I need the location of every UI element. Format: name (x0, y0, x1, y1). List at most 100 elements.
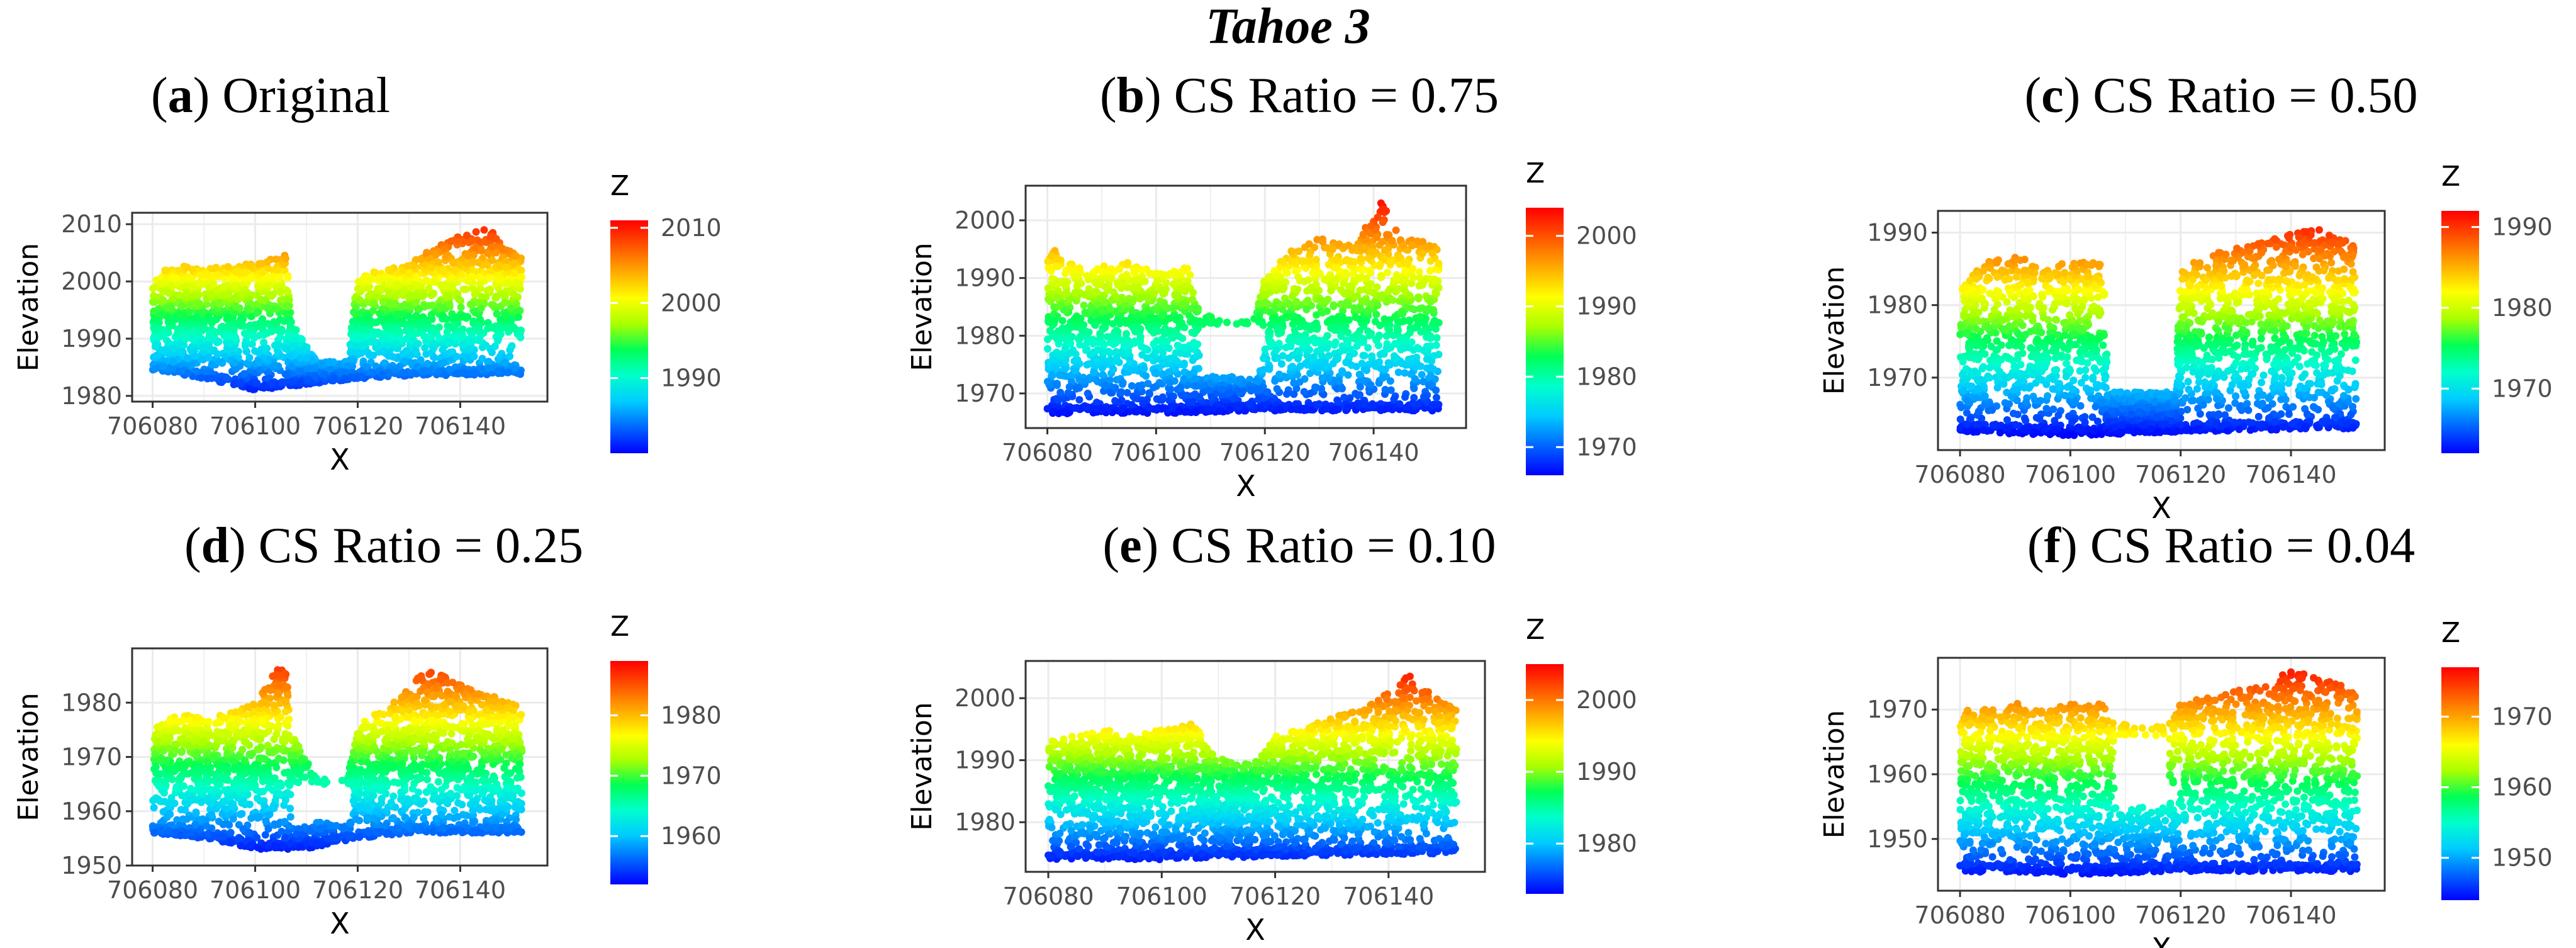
data-point (1170, 392, 1177, 400)
data-point (1362, 317, 1370, 325)
data-point (1271, 377, 1279, 385)
data-point (1202, 318, 1210, 325)
data-point (1204, 386, 1212, 394)
data-point (1150, 383, 1158, 392)
data-point (418, 320, 426, 327)
data-point (381, 359, 389, 367)
data-point (1101, 298, 1109, 307)
data-point (1414, 320, 1422, 329)
data-point (1306, 346, 1313, 354)
data-point (1153, 269, 1161, 278)
data-point (1283, 390, 1291, 398)
data-point (1073, 272, 1082, 280)
data-point (1333, 264, 1341, 272)
data-point (454, 237, 462, 245)
data-point (270, 318, 278, 326)
data-point (423, 359, 432, 368)
data-point (503, 246, 511, 254)
data-point (356, 296, 364, 304)
data-point (1178, 392, 1186, 400)
data-point (1189, 295, 1197, 303)
data-point (1426, 298, 1435, 306)
data-point (1388, 237, 1396, 245)
data-point (221, 324, 229, 332)
data-point (232, 268, 240, 276)
data-point (296, 354, 305, 363)
data-point (283, 371, 291, 380)
data-point (452, 353, 461, 361)
data-point (1352, 390, 1360, 398)
data-point (176, 311, 184, 319)
data-point (449, 259, 457, 267)
data-point (1316, 297, 1324, 305)
data-point (399, 350, 407, 358)
data-point (1095, 358, 1104, 366)
data-point (1273, 385, 1281, 393)
data-point (357, 349, 365, 357)
data-point (257, 366, 265, 375)
data-point (412, 273, 420, 281)
data-point (159, 346, 167, 354)
data-point (1331, 338, 1340, 346)
data-point (230, 359, 238, 367)
data-point (258, 324, 266, 332)
data-point (1386, 361, 1394, 369)
data-point (1165, 344, 1173, 353)
data-point (1358, 273, 1366, 281)
data-point (1075, 375, 1084, 383)
colorbar-tick-label: 2000 (661, 289, 722, 317)
data-point (163, 303, 171, 312)
data-point (320, 371, 328, 378)
data-point (177, 302, 186, 310)
data-point (1417, 328, 1425, 336)
data-point (1190, 341, 1198, 349)
data-point (1218, 385, 1226, 393)
data-point (209, 317, 217, 325)
data-point (152, 341, 160, 349)
data-point (1076, 332, 1084, 341)
data-point (286, 322, 294, 330)
data-point (357, 309, 364, 317)
data-point (1060, 371, 1068, 380)
data-point (1104, 347, 1112, 356)
data-point (449, 322, 457, 330)
data-point (247, 274, 255, 282)
data-point (459, 341, 466, 349)
data-point (1287, 247, 1296, 255)
data-point (1335, 377, 1343, 385)
data-point (515, 313, 523, 321)
data-point (1093, 288, 1101, 296)
data-point (426, 332, 434, 341)
data-point (439, 359, 447, 367)
data-point (444, 293, 452, 302)
data-point (1274, 405, 1282, 414)
data-point (241, 342, 249, 350)
data-point (1284, 313, 1292, 321)
data-point (1348, 283, 1356, 291)
x-tick-label: 706080 (107, 412, 198, 440)
data-point (1414, 295, 1423, 303)
data-point (1118, 405, 1126, 413)
data-point (425, 366, 433, 375)
data-point (205, 330, 213, 339)
data-point (1112, 354, 1121, 362)
data-point (1409, 399, 1417, 407)
data-point (1120, 279, 1128, 288)
data-point (439, 304, 447, 312)
data-point (422, 276, 430, 285)
data-point (288, 378, 296, 386)
data-point (1161, 330, 1169, 338)
data-point (1430, 306, 1437, 314)
data-point (213, 350, 221, 358)
data-point (230, 334, 238, 342)
data-point (414, 340, 422, 348)
data-point (1115, 265, 1123, 273)
data-point (1404, 259, 1412, 268)
data-point (1045, 264, 1053, 272)
data-point (395, 327, 403, 335)
data-point (1428, 401, 1436, 409)
data-point (1313, 383, 1321, 392)
data-point (1372, 234, 1380, 242)
data-point (1337, 332, 1345, 341)
data-point (439, 315, 447, 323)
